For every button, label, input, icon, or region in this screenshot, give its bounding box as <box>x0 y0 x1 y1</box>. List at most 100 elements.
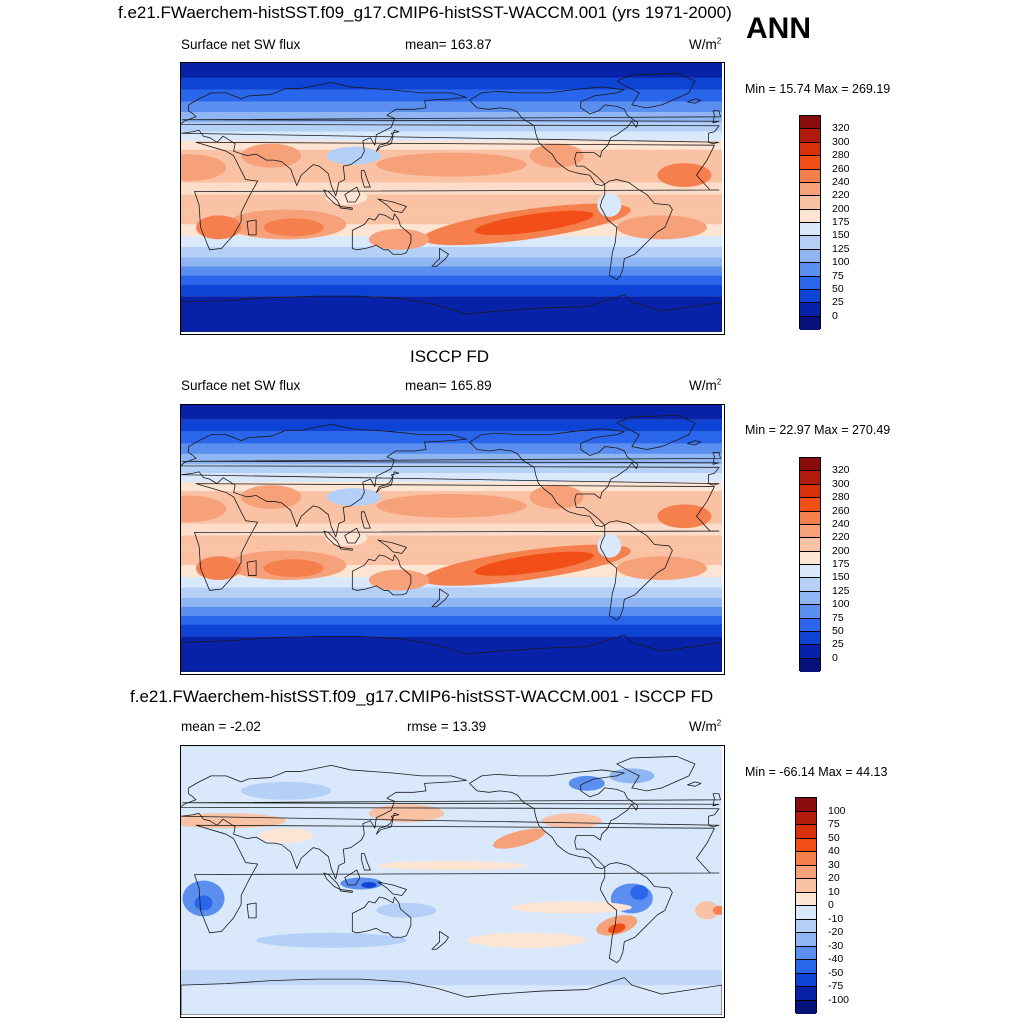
colorbar-cell <box>800 565 820 579</box>
colorbar-cell <box>796 987 816 1001</box>
colorbar-cell <box>796 879 816 893</box>
colorbar-cell <box>800 236 820 250</box>
panel-diff-colorbar: 100 75 50 40 30 20 10 0 -10 -20 -30 -40 -50 -75 -100 <box>795 797 855 1014</box>
colorbar-tick-label: 300 <box>832 477 850 490</box>
colorbar-cell <box>800 551 820 565</box>
panel-obs-colorbar: 320 300 280 260 240 220 200 175 150 125 100 75 50 25 0 <box>799 457 859 672</box>
colorbar-cell <box>796 852 816 866</box>
colorbar-cell <box>800 471 820 485</box>
colorbar-cell <box>796 838 816 852</box>
panel-obs-mean-label: mean= 165.89 <box>405 378 492 393</box>
colorbar-tick-label: -50 <box>828 966 844 979</box>
colorbar-tick-label: 100 <box>828 804 846 817</box>
colorbar-tick-label: -40 <box>828 953 844 965</box>
colorbar-cell <box>796 892 816 906</box>
colorbar-tick-label: 50 <box>832 282 844 295</box>
panel-model-colorbar: 320 300 280 260 240 220 200 175 150 125 100 75 50 25 0 <box>799 115 859 330</box>
colorbar-tick-label: 75 <box>828 818 840 830</box>
colorbar-tick-label: 300 <box>832 135 850 148</box>
season-label: ANN <box>746 12 811 45</box>
colorbar-cell <box>800 249 820 264</box>
panel-diff-mean-label: mean = -2.02 <box>181 719 261 734</box>
panel-obs-variable-label: Surface net SW flux <box>181 378 301 393</box>
colorbar-tick-label: -100 <box>828 993 850 1006</box>
colorbar-tick-label: 50 <box>832 624 844 637</box>
colorbar-cell <box>796 906 816 920</box>
colorbar-tick-label: 220 <box>832 531 850 544</box>
panel-diff-rmse-label: rmse = 13.39 <box>407 719 487 734</box>
colorbar-cell <box>800 524 820 539</box>
colorbar-tick-label: 25 <box>832 638 844 651</box>
panel-model-minmax: Min = 15.74 Max = 269.19 <box>745 82 891 96</box>
panel-obs-units: W/m2 <box>689 377 722 393</box>
colorbar-tick-label: 260 <box>832 504 850 517</box>
colorbar-tick-label: 0 <box>832 309 838 322</box>
colorbar-cell <box>800 209 820 223</box>
panel-diff-title: f.e21.FWaerchem-histSST.f09_g17.CMIP6-hi… <box>130 687 714 706</box>
panel-model-mean-label: mean= 163.87 <box>405 37 492 52</box>
colorbar-cell <box>800 316 820 330</box>
colorbar-cell <box>800 276 820 290</box>
colorbar-cell <box>800 618 820 632</box>
colorbar-cell <box>796 865 816 879</box>
colorbar-tick-label: 10 <box>828 885 840 898</box>
map-field <box>181 746 722 1015</box>
colorbar-cell <box>800 169 820 183</box>
colorbar-cell <box>800 182 820 197</box>
colorbar-cell <box>796 811 816 825</box>
colorbar-cell <box>800 458 820 472</box>
colorbar-cell <box>796 973 816 987</box>
colorbar-tick-label: 240 <box>832 175 850 188</box>
map-field <box>181 63 722 332</box>
colorbar-tick-label: 320 <box>832 122 850 135</box>
panel-diff-units: W/m2 <box>689 718 722 734</box>
colorbar-tick-label: 50 <box>828 831 840 844</box>
panel-model-units: W/m2 <box>689 36 722 52</box>
colorbar-cell <box>796 798 816 812</box>
colorbar-cell <box>800 289 820 304</box>
colorbar-cell <box>800 156 820 170</box>
panel-obs-title: ISCCP FD <box>410 347 490 366</box>
colorbar-cell <box>800 591 820 606</box>
colorbar-tick-label: 100 <box>832 598 850 611</box>
colorbar-cell <box>800 511 820 525</box>
colorbar-tick-label: 200 <box>832 202 850 215</box>
colorbar-cell <box>800 129 820 143</box>
panel-model-map <box>180 62 725 335</box>
colorbar-cell <box>796 946 816 960</box>
colorbar-tick-label: 320 <box>832 464 850 477</box>
panel-model-variable-label: Surface net SW flux <box>181 37 301 52</box>
colorbar-tick-label: 175 <box>832 558 850 570</box>
colorbar-cell <box>800 578 820 592</box>
colorbar-box <box>799 115 821 330</box>
panel-obs-minmax: Min = 22.97 Max = 270.49 <box>745 423 891 437</box>
colorbar-cell <box>800 484 820 499</box>
colorbar-cell <box>800 303 820 317</box>
colorbar-cell <box>800 142 820 157</box>
colorbar-tick-label: 125 <box>832 584 850 597</box>
colorbar-tick-label: 0 <box>832 651 838 664</box>
colorbar-tick-label: 30 <box>828 858 840 871</box>
colorbar-cell <box>796 825 816 839</box>
colorbar-tick-label: 175 <box>832 216 850 228</box>
colorbar-tick-label: 25 <box>832 296 844 309</box>
colorbar-cell <box>796 960 816 974</box>
colorbar-tick-label: -20 <box>828 926 844 938</box>
panel-diff-map <box>180 745 725 1018</box>
colorbar-cell <box>796 919 816 933</box>
colorbar-cell <box>800 263 820 277</box>
colorbar-tick-label: 150 <box>832 229 850 242</box>
colorbar-cell <box>800 538 820 552</box>
colorbar-tick-label: -75 <box>828 980 844 992</box>
colorbar-cell <box>800 645 820 659</box>
colorbar-tick-label: 200 <box>832 544 850 557</box>
colorbar-cell <box>796 1000 816 1014</box>
colorbar-tick-label: 100 <box>832 256 850 269</box>
colorbar-cell <box>800 605 820 619</box>
colorbar-box <box>795 797 817 1014</box>
map-field <box>181 405 722 672</box>
panel-model-title: f.e21.FWaerchem-histSST.f09_g17.CMIP6-hi… <box>118 3 732 22</box>
colorbar-cell <box>800 223 820 237</box>
colorbar-tick-label: 75 <box>832 611 844 624</box>
colorbar-tick-label: -10 <box>828 912 844 925</box>
